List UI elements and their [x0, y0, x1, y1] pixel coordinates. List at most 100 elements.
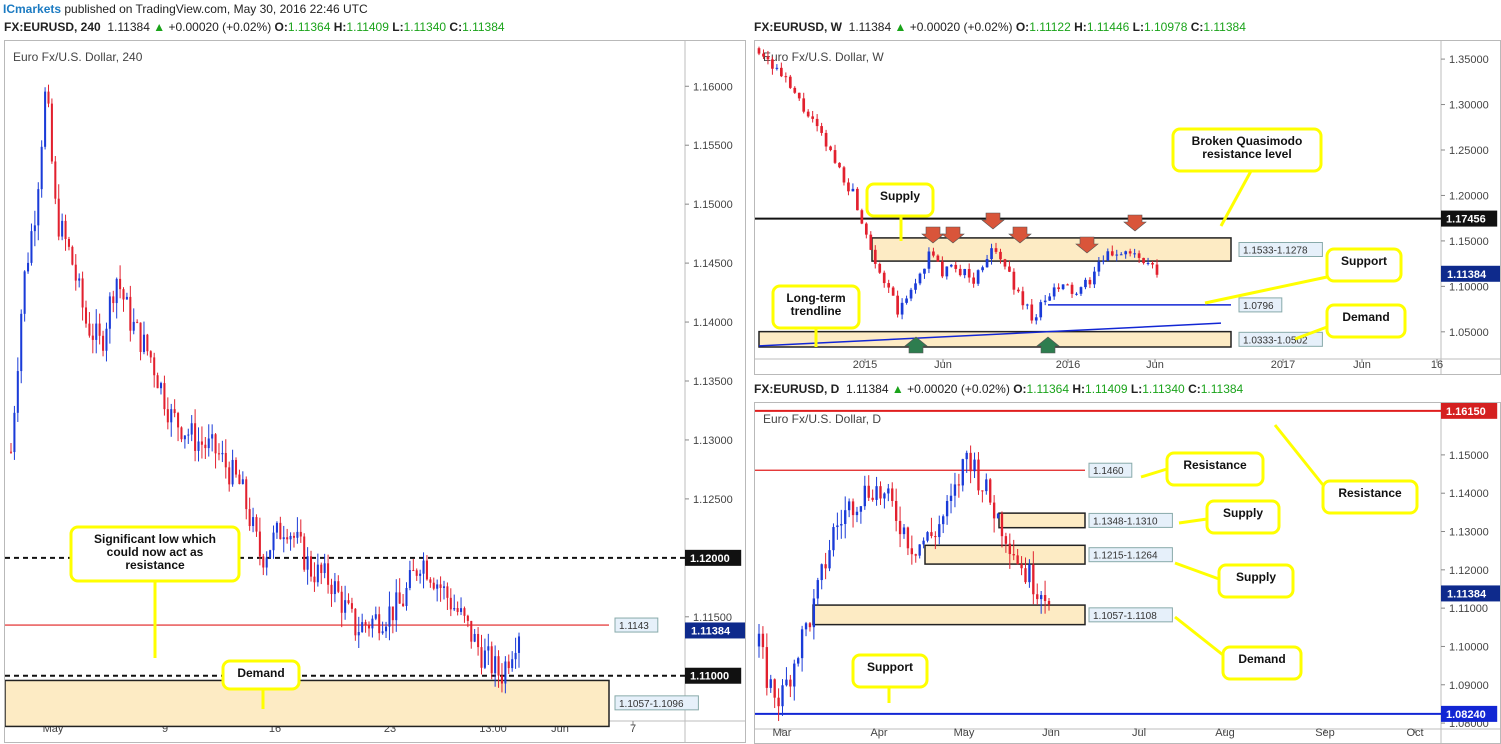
d-high: 1.11409 [1085, 382, 1128, 396]
candle-body [1000, 513, 1004, 537]
up-arrow-icon: ▲ [894, 20, 907, 34]
candle-body [180, 427, 183, 440]
candle-body [316, 564, 319, 583]
candle-body [57, 198, 60, 237]
candle-body [40, 146, 43, 190]
candle-body [214, 434, 217, 454]
candle-body [504, 661, 507, 684]
x-tick-label: Jun [934, 359, 952, 371]
candle-body [1057, 287, 1060, 290]
y-tick-label: 1.20000 [1449, 190, 1489, 202]
candle-body [878, 263, 882, 273]
candle-body [20, 313, 23, 372]
candle-body [1124, 251, 1128, 255]
candle-body [27, 262, 30, 272]
candle-body [808, 623, 812, 628]
candle-body [797, 658, 800, 664]
candle-body [30, 231, 33, 263]
down-arrow-icon [1123, 214, 1147, 232]
y-tick-label: 1.10000 [1449, 641, 1489, 653]
candle-body [879, 486, 882, 499]
candle-body [258, 531, 261, 557]
candle-body [350, 603, 353, 609]
level-label-box [1088, 512, 1173, 528]
w-chart-svg[interactable]: 1.35000 1.30000 1.25000 1.20000 1.15000 1.100… [755, 41, 1500, 374]
candle-body [1106, 251, 1110, 261]
price-tag [685, 549, 742, 566]
candle-body [408, 570, 411, 588]
candle-body [953, 484, 957, 496]
supply-zone-weekly [871, 237, 1232, 262]
x-tick-label: Jun [1146, 359, 1164, 371]
x-tick-label: Mar [773, 727, 792, 739]
candle-body [47, 91, 50, 104]
candle-body [442, 586, 446, 588]
callout-demand-daily-box [1221, 645, 1303, 681]
x-tick-label: Sep [1315, 727, 1335, 739]
callout-significant-low-text: could now act as [107, 545, 204, 559]
candle-body [102, 335, 105, 351]
h4-chart-frame[interactable]: 1.16000 1.15500 1.15000 1.14500 1.14000 1.135… [4, 40, 746, 743]
callout-broken-quasimodo-text: resistance level [1202, 147, 1291, 161]
candle-body [1030, 304, 1034, 321]
candle-body [494, 656, 497, 674]
candle-body [480, 647, 483, 668]
y-tick-label: 1.09000 [1449, 680, 1489, 692]
candle-body [422, 560, 425, 574]
candle-body [71, 246, 74, 265]
candle-body [330, 584, 333, 595]
candle-body [74, 264, 77, 281]
publisher-brand[interactable]: ICmarkets [3, 2, 62, 16]
candle-body [832, 527, 835, 551]
x-tick-label: 2017 [1271, 359, 1295, 371]
h4-chart-svg[interactable]: 1.16000 1.15500 1.15000 1.14500 1.14000 1.135… [5, 41, 745, 742]
candle-body [1003, 259, 1007, 267]
candle-body [265, 557, 268, 568]
candle-body [367, 625, 371, 629]
candle-body [773, 679, 776, 698]
candle-body [1043, 300, 1047, 303]
candle-body [33, 225, 36, 232]
callout-support-daily-text: Support [867, 660, 913, 674]
x-tick-label: Apr [870, 727, 887, 739]
candle-body [891, 488, 894, 501]
x-tick-label: 7 [630, 723, 636, 735]
callout-significant-low-text: resistance [125, 558, 185, 572]
candle-body [1012, 271, 1016, 290]
level-label-box [1238, 242, 1323, 257]
x-tick-label: Jun [1042, 727, 1060, 739]
candle-body [252, 517, 255, 527]
candle-body [936, 255, 940, 262]
candle-body [863, 485, 866, 507]
candle-body [371, 618, 374, 629]
callout-demand-daily-pointer [1174, 615, 1224, 657]
published-text: published on TradingView.com, May 30, 20… [61, 2, 368, 16]
candle-body [514, 652, 517, 660]
candle-body [994, 248, 998, 252]
candle-body [869, 234, 873, 250]
candle-body [466, 615, 469, 621]
d-chart-frame[interactable]: 1.15000 1.14000 1.13000 1.12000 1.11000 1.100… [754, 402, 1501, 744]
candle-body [37, 189, 40, 226]
candle-body [1036, 594, 1039, 600]
chart-title: Euro Fx/U.S. Dollar, W [763, 50, 884, 64]
candle-body [98, 323, 101, 336]
d-chart-svg[interactable]: 1.15000 1.14000 1.13000 1.12000 1.11000 1.100… [755, 403, 1500, 743]
candle-body [156, 375, 159, 389]
candle-body [914, 554, 917, 556]
level-label: 1.1460 [1093, 466, 1124, 477]
candle-body [1101, 260, 1105, 262]
candle-body [981, 267, 984, 271]
candle-body [517, 636, 521, 653]
candle-body [361, 622, 364, 633]
demand-zone-daily [812, 604, 1086, 626]
candle-body [1146, 262, 1150, 264]
candle-body [425, 560, 428, 580]
candle-body [320, 564, 323, 574]
up-arrow-icon: ▲ [891, 382, 904, 396]
w-chart-frame[interactable]: 1.35000 1.30000 1.25000 1.20000 1.15000 1.100… [754, 40, 1501, 375]
candle-body [132, 321, 135, 331]
candle-body [926, 532, 929, 541]
candle-body [398, 592, 401, 604]
callout-support-weekly-pointer [1204, 275, 1328, 305]
